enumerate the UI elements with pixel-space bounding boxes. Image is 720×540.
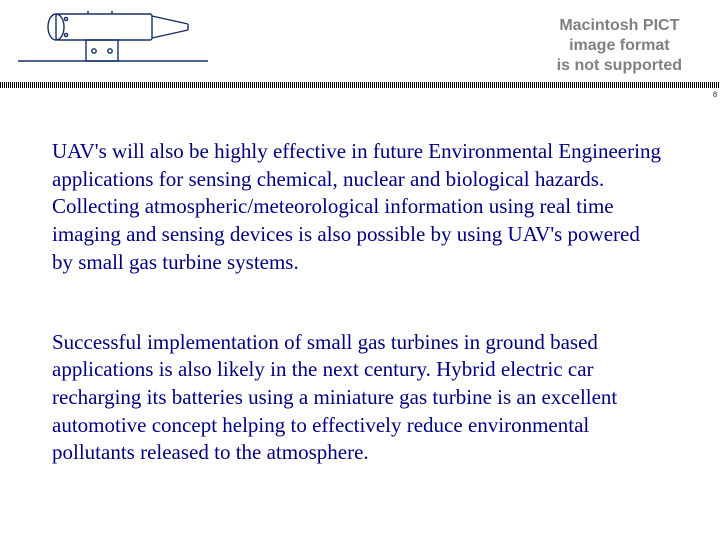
pict-line3: is not supported xyxy=(557,56,682,76)
pict-line2: image format xyxy=(557,36,682,56)
paragraph-2: Successful implementation of small gas t… xyxy=(52,329,662,468)
header-divider xyxy=(0,82,720,88)
slide-body: UAV's will also be highly effective in f… xyxy=(52,138,662,467)
slide-header: Macintosh PICT image format is not suppo… xyxy=(0,0,720,82)
pict-unsupported-message: Macintosh PICT image format is not suppo… xyxy=(557,16,682,76)
turbine-diagram xyxy=(18,6,208,64)
paragraph-1: UAV's will also be highly effective in f… xyxy=(52,138,662,277)
pict-line1: Macintosh PICT xyxy=(557,16,682,36)
corner-mark: 8 xyxy=(713,90,717,99)
